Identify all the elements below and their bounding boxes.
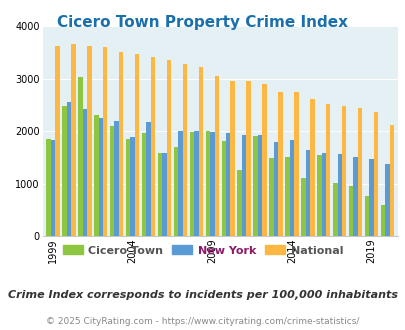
Bar [146,122,150,236]
Bar [55,46,60,236]
Bar [46,139,51,236]
Bar [51,140,55,236]
Bar [353,157,357,236]
Bar [384,164,389,236]
Text: © 2025 CityRating.com - https://www.cityrating.com/crime-statistics/: © 2025 CityRating.com - https://www.city… [46,317,359,326]
Bar [130,138,134,236]
Bar [389,125,393,236]
Bar [262,83,266,236]
Bar [110,126,114,236]
Bar [285,157,289,236]
Bar [269,158,273,236]
Bar [87,46,91,236]
Bar [321,153,325,236]
Bar [114,121,119,236]
Bar [173,147,178,236]
Bar [325,105,330,236]
Bar [71,44,75,236]
Bar [158,153,162,236]
Bar [226,133,230,236]
Bar [373,112,377,236]
Bar [341,106,345,236]
Bar [309,99,314,236]
Bar [194,131,198,236]
Bar [246,81,250,236]
Bar [294,92,298,236]
Bar [166,60,171,236]
Bar [380,205,384,236]
Bar [348,186,353,236]
Bar [205,131,209,236]
Bar [277,92,282,236]
Bar [337,154,341,236]
Bar [316,155,321,236]
Bar [134,54,139,236]
Bar [209,132,214,236]
Bar [214,76,218,236]
Bar [301,178,305,236]
Bar [237,170,241,236]
Legend: Cicero Town, New York, National: Cicero Town, New York, National [58,241,347,260]
Bar [273,142,277,236]
Bar [82,109,87,236]
Bar [182,64,187,236]
Bar [141,133,146,236]
Bar [241,135,246,236]
Bar [332,183,337,236]
Bar [257,135,262,236]
Text: Cicero Town Property Crime Index: Cicero Town Property Crime Index [58,15,347,30]
Bar [98,117,103,236]
Bar [66,102,71,236]
Bar [150,57,155,236]
Bar [103,48,107,236]
Bar [178,131,182,236]
Bar [162,153,166,236]
Bar [62,106,66,236]
Text: Crime Index corresponds to incidents per 100,000 inhabitants: Crime Index corresponds to incidents per… [8,290,397,300]
Bar [305,149,309,236]
Bar [94,115,98,236]
Bar [230,81,234,236]
Bar [126,139,130,236]
Bar [357,108,362,236]
Bar [289,140,294,236]
Bar [364,196,369,236]
Bar [119,52,123,236]
Bar [78,77,82,236]
Bar [221,141,226,236]
Bar [253,136,257,236]
Bar [189,132,194,236]
Bar [369,159,373,236]
Bar [198,67,202,236]
